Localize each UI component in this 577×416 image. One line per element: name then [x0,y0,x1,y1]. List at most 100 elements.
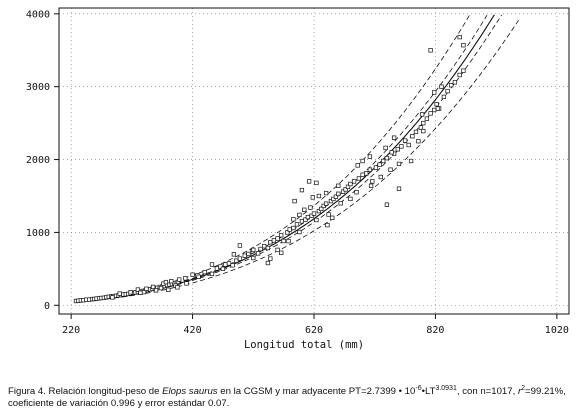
data-point [291,217,296,222]
data-point [377,162,382,167]
data-point [370,179,375,184]
data-point [354,190,359,195]
data-point [306,179,312,184]
data-point [326,212,331,217]
data-point [343,187,348,192]
data-point [314,217,319,223]
data-point [432,90,437,95]
caption-prefix: Figura 4. Relación longitud-peso de [8,386,163,397]
data-point [299,187,305,193]
data-point [144,286,149,291]
data-point [421,128,426,134]
data-point [395,147,400,152]
caption-r: r [517,386,522,397]
data-point [223,262,228,267]
data-point [399,144,404,149]
caption-lt: •LT [421,386,436,397]
data-point [138,290,143,295]
data-point [237,243,243,248]
data-point [389,150,394,155]
data-point [461,43,466,48]
data-point [209,271,215,277]
data-point [279,250,284,255]
data-point [336,191,341,196]
data-point [196,274,201,279]
data-point [441,94,447,100]
data-point [410,134,415,139]
observation-points [73,34,466,304]
regression-curves [74,14,519,303]
data-point [220,266,226,271]
caption-exponent-2: 3.0931 [435,384,457,392]
data-point [384,202,390,207]
data-point [348,196,353,202]
data-point [323,190,329,196]
data-point [271,238,277,243]
caption-species: Elops saurus [162,386,218,397]
data-point [321,203,326,209]
data-point [150,284,156,290]
data-point [265,260,271,266]
caption-rest: =99.21%, coeficiente de variación 0.996 … [8,386,566,409]
data-point [242,253,247,258]
data-point [279,233,284,238]
data-point [408,158,414,164]
data-point [297,212,302,218]
data-point [367,167,373,172]
data-point [251,255,256,261]
data-point [268,240,273,245]
data-point [413,129,419,135]
data-point [424,116,430,121]
data-point [388,167,393,172]
data-point [378,174,383,180]
data-point [308,205,313,210]
data-point [396,161,402,167]
data-point [209,262,215,267]
data-point [368,183,374,188]
data-point [457,72,462,78]
data-point [184,281,189,286]
data-point [190,272,195,277]
data-point [449,83,454,88]
data-point [330,215,335,220]
y-tick-label: 0 [44,301,50,312]
data-point [432,107,437,113]
x-tick-label: 420 [184,325,202,336]
data-point [291,225,296,231]
data-point [135,287,141,292]
data-point [163,279,169,285]
data-point [328,198,334,204]
data-point [255,251,261,256]
data-point [218,264,223,269]
data-point [158,285,164,291]
data-point [360,158,365,164]
data-point [356,176,362,181]
x-axis-title: Longitud total (mm) [244,339,364,351]
data-point [281,238,286,244]
data-point [439,84,444,89]
caption-after: , con n=1017, [456,386,518,397]
data-point [246,251,251,257]
data-point [305,214,311,220]
data-point [177,277,182,282]
data-point [166,287,171,292]
data-point [360,172,365,177]
y-tick-label: 2000 [26,155,50,166]
data-point [183,276,188,281]
data-point [297,229,302,235]
data-point [234,258,239,263]
data-point [169,279,174,284]
caption-r-exponent: 2 [521,384,526,392]
data-point [367,154,373,159]
data-point [418,125,424,130]
lower-confidence-curve [74,14,502,302]
data-point [265,245,271,251]
data-point [230,263,235,268]
data-point [419,112,425,117]
data-point [333,194,339,199]
data-point [391,135,397,140]
data-point [340,189,346,194]
data-point [452,80,458,85]
data-point [316,193,322,199]
upper-confidence-curve [74,14,488,302]
